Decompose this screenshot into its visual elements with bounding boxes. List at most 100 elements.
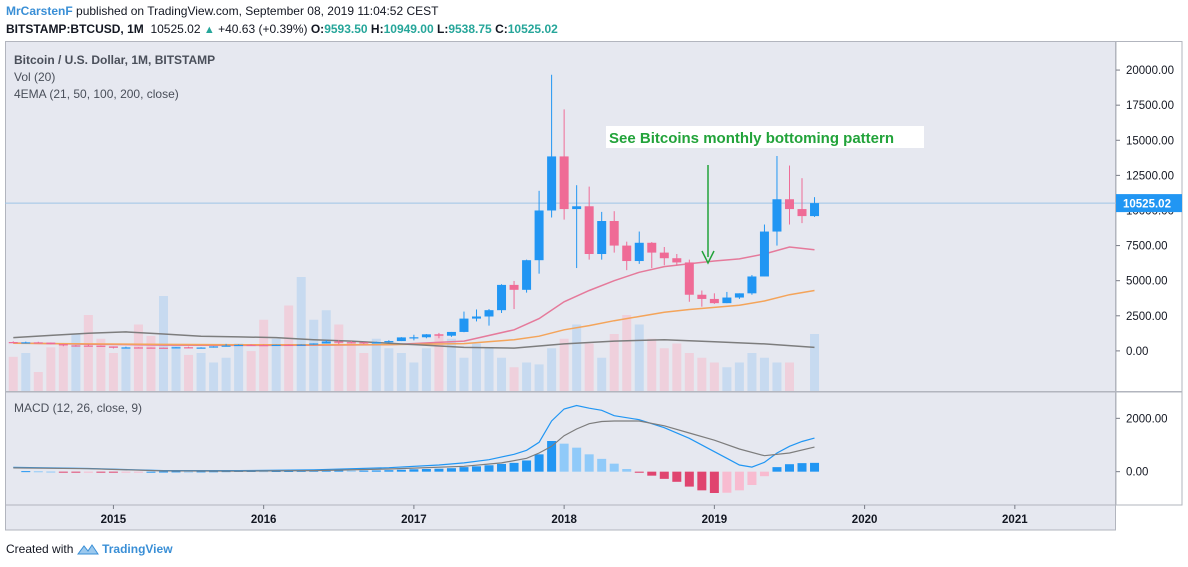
macd-histogram-bar	[484, 465, 494, 472]
volume-bar	[547, 348, 557, 391]
price-tick-label: 0.00	[1126, 346, 1148, 358]
macd-histogram-bar	[772, 467, 782, 472]
volume-bar	[209, 362, 219, 391]
volume-bar	[346, 343, 356, 391]
time-axis	[5, 504, 1116, 531]
signal-line	[13, 420, 815, 472]
price-tick-label: 20000.00	[1126, 65, 1174, 77]
volume-bars	[8, 277, 820, 391]
volume-bar	[221, 357, 231, 391]
volume-bar	[459, 357, 469, 391]
macd-histogram-bar	[747, 471, 757, 485]
macd-legend: MACD (12, 26, close, 9)	[14, 401, 142, 415]
volume-bar	[534, 364, 544, 391]
price-axis[interactable]	[1115, 41, 1183, 392]
volume-bar	[384, 348, 394, 391]
volume-bar	[121, 348, 131, 391]
price-tick-label: 2500.00	[1126, 311, 1168, 323]
candle-body	[8, 342, 18, 344]
macd-histogram-bar	[21, 471, 31, 473]
candle-body	[434, 334, 444, 336]
macd-histogram-bar	[184, 471, 194, 473]
candle-body	[684, 262, 694, 295]
macd-histogram-bar	[334, 470, 344, 472]
published-text: published on TradingView.com, September …	[76, 4, 439, 18]
candle-body	[21, 342, 31, 344]
candle-body	[634, 242, 644, 262]
candlesticks	[8, 74, 820, 349]
volume-bar	[584, 343, 594, 391]
macd-histogram-bar	[346, 470, 356, 472]
current-price-label: 10525.02	[1123, 199, 1171, 211]
candle-body	[572, 206, 582, 210]
volume-bar	[772, 362, 782, 391]
macd-tick-label: 0.00	[1126, 467, 1148, 479]
author-link[interactable]: MrCarstenF	[6, 4, 73, 18]
macd-histogram-bar	[797, 463, 807, 472]
volume-bar	[572, 324, 582, 391]
candle-body	[271, 344, 281, 346]
open-label: O:	[310, 22, 325, 36]
candle-body	[810, 203, 820, 217]
volume-bar	[133, 324, 143, 391]
candle-body	[309, 343, 319, 345]
volume-bar	[597, 357, 607, 391]
volume-legend: Vol (20)	[14, 70, 55, 84]
macd-histogram-bar	[634, 471, 644, 473]
volume-bar	[396, 353, 406, 391]
volume-bar	[108, 353, 118, 391]
macd-histogram-bar	[83, 471, 93, 473]
macd-axis	[1115, 391, 1183, 506]
volume-bar	[434, 334, 444, 391]
macd-histogram-bar	[784, 464, 794, 472]
candle-body	[797, 209, 807, 217]
close-label: C:	[495, 22, 508, 36]
chart-title: Bitcoin / U.S. Dollar, 1M, BITSTAMP	[14, 53, 215, 67]
candle-body	[234, 344, 244, 347]
macd-histogram-bar	[497, 463, 507, 472]
macd-histogram-bar	[384, 470, 394, 472]
candle-body	[747, 276, 757, 294]
volume-bar	[359, 353, 369, 391]
candle-body	[259, 344, 269, 347]
candle-body	[622, 245, 632, 262]
volume-bar	[309, 319, 319, 391]
macd-tick-label: 2000.00	[1126, 413, 1168, 425]
macd-histogram-bar	[271, 471, 281, 472]
price-tick-label: 17500.00	[1126, 100, 1174, 112]
volume-bar	[659, 348, 669, 391]
macd-histogram-bar	[108, 471, 118, 473]
volume-bar	[46, 347, 56, 391]
candle-body	[409, 337, 419, 339]
annotation-arrow-icon	[701, 250, 715, 265]
up-triangle-icon: ▲	[203, 24, 215, 36]
candle-body	[647, 242, 657, 253]
price-chart[interactable]: 20000.0017500.0015000.0012500.0010000.00…	[5, 41, 1183, 531]
macd-histogram-bar	[259, 471, 269, 473]
candle-body	[597, 221, 607, 255]
ema100-line	[13, 331, 815, 349]
macd-histogram-bar	[522, 460, 532, 472]
macd-histogram-bar	[446, 468, 456, 472]
volume-bar	[246, 351, 256, 391]
price-tick-label: 12500.00	[1126, 170, 1174, 182]
candle-body	[584, 206, 594, 255]
candle-body	[371, 342, 381, 344]
candle-body	[221, 345, 231, 347]
symbol-line: BITSTAMP:BTCUSD, 1M	[6, 22, 144, 36]
candle-body	[384, 341, 394, 343]
volume-bar	[734, 362, 744, 391]
macd-histogram-bar	[759, 471, 769, 477]
high-label: H:	[370, 22, 384, 36]
candle-body	[522, 260, 532, 290]
tradingview-link[interactable]: TradingView	[102, 542, 173, 556]
macd-histogram-bar	[171, 471, 181, 473]
volume-bar	[271, 338, 281, 391]
candle-body	[196, 347, 206, 349]
macd-histogram-bar	[146, 471, 156, 473]
macd-histogram-bar	[359, 470, 369, 472]
macd-histogram-bar	[284, 471, 294, 472]
candle-body	[121, 347, 131, 349]
candle-body	[697, 294, 707, 299]
price-tick-label: 5000.00	[1126, 276, 1168, 288]
